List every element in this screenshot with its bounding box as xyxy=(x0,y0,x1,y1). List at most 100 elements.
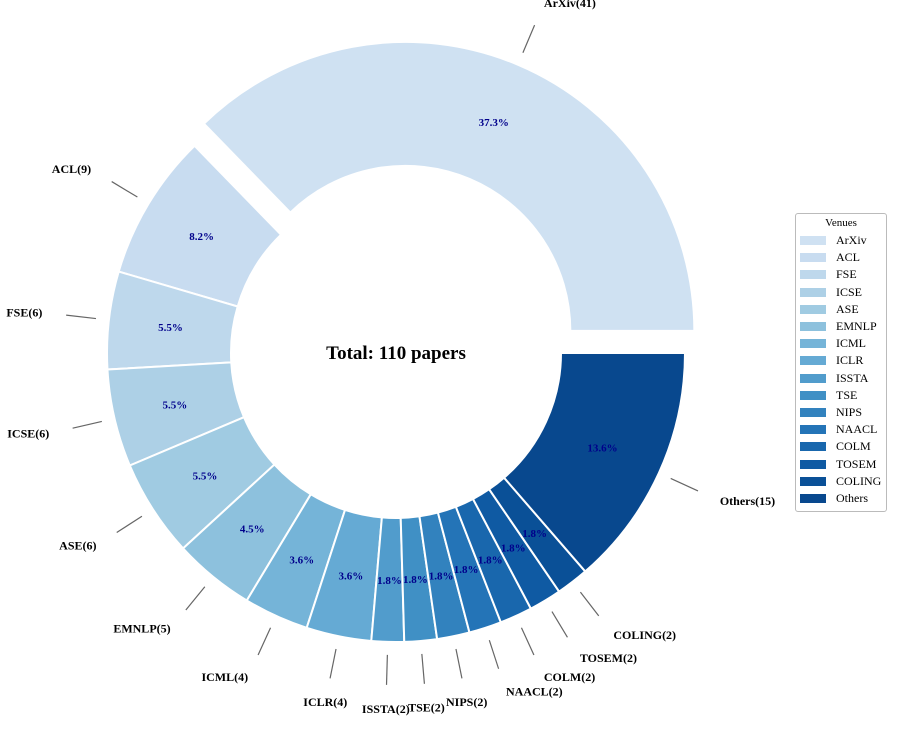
legend-swatch-naacl xyxy=(800,425,826,435)
slices-group xyxy=(106,40,696,643)
percent-labels-group: 37.3%8.2%5.5%5.5%5.5%4.5%3.6%3.6% 1.8% 1.8… xyxy=(158,117,618,587)
legend-swatch-coling xyxy=(800,476,826,486)
outer-labels-group: ArXiv(41) ACL(9) FSE(6) ICSE(6) ASE(6) EMNLP(… xyxy=(6,0,775,716)
legend-swatch-fse xyxy=(800,270,826,280)
pct-label-tse: 1.8% xyxy=(403,574,428,586)
outer-label-naacl: NAACL(2) xyxy=(506,685,563,699)
outer-label-coling: COLING(2) xyxy=(613,628,676,642)
pct-label-colm: 1.8% xyxy=(478,554,503,566)
pct-label-icse: 5.5% xyxy=(163,399,188,411)
leader-line-emnlp xyxy=(185,586,206,611)
legend-item-others: Others xyxy=(800,490,882,507)
slice-others xyxy=(502,352,687,573)
legend-label-fse: FSE xyxy=(836,267,857,282)
pct-label-naacl: 1.8% xyxy=(454,564,479,576)
legend-label-arxiv: ArXiv xyxy=(836,233,867,248)
leader-lines-group xyxy=(66,24,699,685)
legend-label-tse: TSE xyxy=(836,387,858,402)
legend-label-colm: COLM xyxy=(836,439,871,454)
legend-item-naacl: NAACL xyxy=(800,421,882,438)
pct-label-issta: 1.8% xyxy=(377,575,402,587)
legend-item-acl: ACL xyxy=(800,249,882,266)
legend-swatch-iclr xyxy=(800,356,826,366)
legend-item-tosem: TOSEM xyxy=(800,455,882,472)
legend-swatch-icse xyxy=(800,287,826,297)
outer-label-others: Others(15) xyxy=(720,494,775,508)
leader-line-nips xyxy=(455,648,463,679)
center-total-label: Total: 110 papers xyxy=(326,343,466,364)
leader-line-icse xyxy=(72,420,102,429)
leader-line-fse xyxy=(66,314,97,320)
legend-label-coling: COLING xyxy=(836,473,882,488)
leader-line-ase xyxy=(116,515,143,533)
legend-title: Venues xyxy=(825,217,857,229)
outer-label-arxiv: ArXiv(41) xyxy=(544,0,596,10)
outer-label-nips: NIPS(2) xyxy=(446,695,487,709)
legend-swatch-issta xyxy=(800,373,826,383)
pct-label-fse: 5.5% xyxy=(158,322,183,334)
legend-swatch-others xyxy=(800,493,826,503)
pct-label-arxiv: 37.3% xyxy=(479,117,509,129)
legend-item-emnlp: EMNLP xyxy=(800,318,882,335)
legend-item-coling: COLING xyxy=(800,473,882,490)
legend-item-icse: ICSE xyxy=(800,284,882,301)
outer-label-icse: ICSE(6) xyxy=(7,427,49,441)
legend-item-nips: NIPS xyxy=(800,404,882,421)
legend-label-acl: ACL xyxy=(836,250,860,265)
leader-line-issta xyxy=(385,654,388,685)
outer-label-emnlp: EMNLP(5) xyxy=(113,622,170,636)
legend-swatch-arxiv xyxy=(800,236,826,246)
pct-label-acl: 8.2% xyxy=(189,231,214,243)
leader-line-others xyxy=(670,477,699,492)
pct-label-coling: 1.8% xyxy=(522,528,547,540)
legend-swatch-icml xyxy=(800,339,826,349)
legend-item-issta: ISSTA xyxy=(800,370,882,387)
leader-line-coling xyxy=(579,591,600,617)
leader-line-colm xyxy=(520,627,535,656)
pct-label-ase: 5.5% xyxy=(193,471,218,483)
legend-swatch-nips xyxy=(800,407,826,417)
leader-line-naacl xyxy=(488,640,500,669)
legend-label-icse: ICSE xyxy=(836,284,863,299)
leader-line-icml xyxy=(257,627,272,656)
legend-item-fse: FSE xyxy=(800,266,882,283)
outer-label-tosem: TOSEM(2) xyxy=(580,651,637,665)
outer-label-icml: ICML(4) xyxy=(201,670,248,684)
legend-item-iclr: ICLR xyxy=(800,352,882,369)
legend-rows: ArXiv ACL FSE ICSE ASE EMNLP ICML ICLR ISSTA TSE N… xyxy=(800,232,882,507)
legend-label-iclr: ICLR xyxy=(836,353,864,368)
outer-label-fse: FSE(6) xyxy=(6,305,42,319)
outer-label-iclr: ICLR(4) xyxy=(303,695,347,709)
pct-label-emnlp: 4.5% xyxy=(240,524,265,536)
legend-swatch-emnlp xyxy=(800,322,826,332)
leader-line-arxiv xyxy=(522,24,536,53)
legend-item-ase: ASE xyxy=(800,301,882,318)
legend-label-ase: ASE xyxy=(836,301,859,316)
leader-line-tse xyxy=(421,653,426,684)
legend-item-icml: ICML xyxy=(800,335,882,352)
legend-label-tosem: TOSEM xyxy=(836,456,877,471)
pct-label-iclr: 3.6% xyxy=(339,570,364,582)
outer-label-colm: COLM(2) xyxy=(544,670,595,684)
legend-item-colm: COLM xyxy=(800,438,882,455)
legend-label-issta: ISSTA xyxy=(836,370,869,385)
legend-label-nips: NIPS xyxy=(836,404,863,419)
legend-label-emnlp: EMNLP xyxy=(836,319,877,334)
pct-label-nips: 1.8% xyxy=(429,570,454,582)
leader-line-acl xyxy=(111,181,138,198)
outer-label-issta: ISSTA(2) xyxy=(362,702,410,716)
outer-label-ase: ASE(6) xyxy=(59,538,96,552)
legend-item-tse: TSE xyxy=(800,387,882,404)
legend-swatch-ase xyxy=(800,304,826,314)
leader-line-iclr xyxy=(329,648,337,679)
legend-swatch-tse xyxy=(800,390,826,400)
leader-line-tosem xyxy=(551,611,568,638)
pct-label-tosem: 1.8% xyxy=(501,542,526,554)
pct-label-icml: 3.6% xyxy=(289,554,314,566)
legend-item-arxiv: ArXiv xyxy=(800,232,882,249)
outer-label-tse: TSE(2) xyxy=(408,701,445,715)
legend-swatch-acl xyxy=(800,253,826,263)
legend-label-naacl: NAACL xyxy=(836,422,878,437)
pct-label-others: 13.6% xyxy=(587,442,617,454)
